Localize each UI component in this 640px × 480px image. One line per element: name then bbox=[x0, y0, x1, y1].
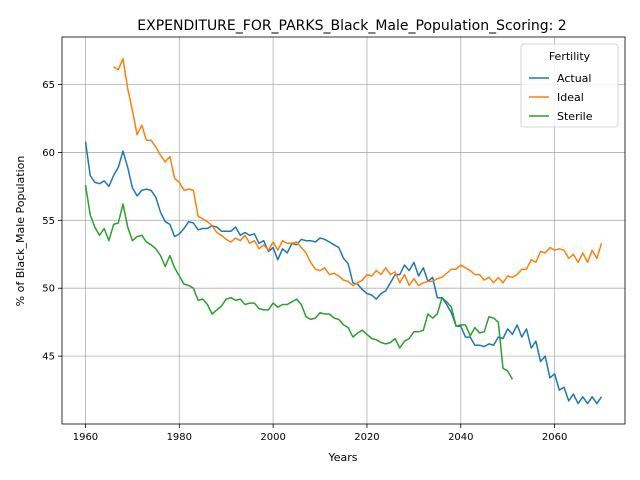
y-tick-label: 55 bbox=[42, 216, 55, 227]
legend: Fertility Actual Ideal Sterile bbox=[520, 43, 619, 128]
y-tick-label: 65 bbox=[42, 80, 55, 91]
plot-frame bbox=[61, 36, 626, 425]
legend-box bbox=[520, 43, 619, 128]
series-line-sterile bbox=[84, 184, 514, 380]
legend-title: Fertility bbox=[549, 50, 591, 63]
y-tick-label: 45 bbox=[42, 352, 55, 363]
x-tick-label: 2020 bbox=[354, 432, 379, 443]
x-tick-label: 1960 bbox=[73, 432, 98, 443]
y-axis-label: % of Black_Male Population bbox=[14, 156, 27, 307]
y-tick-label: 60 bbox=[42, 148, 55, 159]
y-axis-ticks: 45 50 55 60 65 bbox=[42, 80, 62, 363]
x-tick-label: 2040 bbox=[448, 432, 473, 443]
x-axis-ticks: 1960 1980 2000 2020 2040 2060 bbox=[73, 424, 567, 443]
series-line-ideal bbox=[113, 57, 603, 287]
series-lines bbox=[84, 57, 603, 405]
chart-title: EXPENDITURE_FOR_PARKS_Black_Male_Populat… bbox=[137, 18, 566, 34]
series-line-actual bbox=[84, 141, 603, 405]
x-axis-label: Years bbox=[327, 451, 357, 464]
y-tick-label: 50 bbox=[42, 284, 55, 295]
x-tick-label: 2000 bbox=[260, 432, 285, 443]
x-tick-label: 1980 bbox=[167, 432, 192, 443]
legend-label-actual: Actual bbox=[557, 72, 591, 85]
x-tick-label: 2060 bbox=[542, 432, 567, 443]
legend-label-ideal: Ideal bbox=[557, 91, 584, 104]
legend-label-sterile: Sterile bbox=[557, 110, 593, 123]
